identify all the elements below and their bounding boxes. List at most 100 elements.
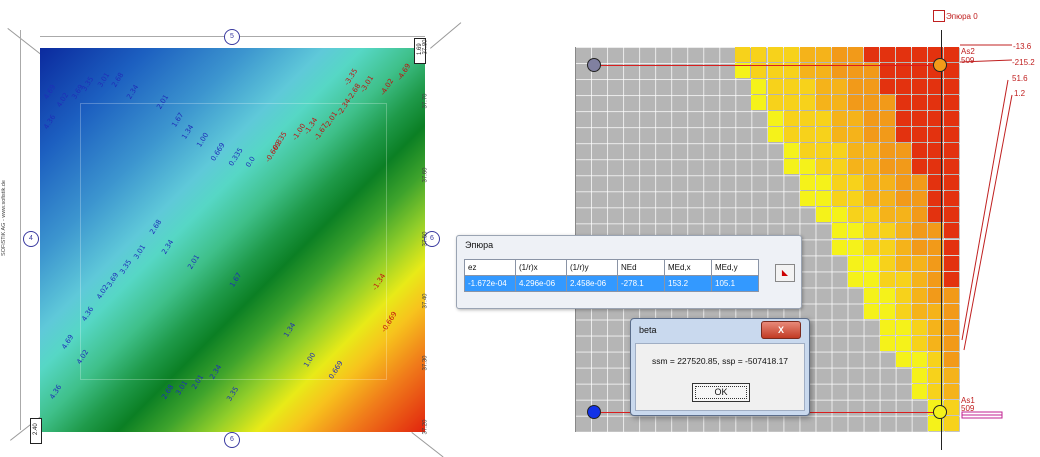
diagram-title: Эпюра 0 bbox=[946, 12, 978, 21]
axis-marker-right: 6 bbox=[424, 231, 440, 247]
stress-cell bbox=[831, 191, 847, 207]
contour-label: 4.36 bbox=[42, 113, 58, 131]
stress-cell bbox=[895, 175, 911, 191]
stress-cell bbox=[799, 79, 815, 95]
stress-cell bbox=[863, 271, 879, 287]
stress-cell bbox=[767, 47, 783, 63]
table-cell[interactable]: -278.1 bbox=[617, 275, 665, 292]
stress-cell bbox=[767, 95, 783, 111]
contour-label: 3.01 bbox=[96, 71, 112, 89]
stress-cell bbox=[815, 63, 831, 79]
close-button[interactable]: X bbox=[761, 321, 801, 339]
stress-cell bbox=[863, 47, 879, 63]
stress-cell bbox=[911, 287, 927, 303]
stress-cell bbox=[911, 207, 927, 223]
stress-cell bbox=[927, 415, 943, 431]
beta-dialog[interactable]: beta X ssm = 227520.85, ssp = -507418.17… bbox=[630, 318, 810, 416]
stress-cell bbox=[943, 63, 959, 79]
column-header[interactable]: MEd,y bbox=[711, 259, 759, 276]
stress-cell bbox=[911, 159, 927, 175]
table-row[interactable]: -1.672e-04 4.296e-06 2.458e-06 -278.1 15… bbox=[464, 275, 759, 292]
table-cell[interactable]: 153.2 bbox=[664, 275, 712, 292]
stress-cell bbox=[911, 63, 927, 79]
stress-cell bbox=[847, 271, 863, 287]
stress-cell bbox=[783, 111, 799, 127]
color-picker-button[interactable]: ◣ bbox=[775, 264, 795, 282]
stress-cell bbox=[783, 63, 799, 79]
stress-cell bbox=[831, 47, 847, 63]
stress-cell bbox=[895, 111, 911, 127]
table-cell[interactable]: 105.1 bbox=[711, 275, 759, 292]
stress-cell bbox=[815, 143, 831, 159]
stress-cell bbox=[879, 63, 895, 79]
contour-label: 2.34 bbox=[125, 83, 141, 101]
axis-marker-bottom: 6 bbox=[224, 432, 240, 448]
stress-cell bbox=[911, 319, 927, 335]
stress-value: 51.6 bbox=[1012, 74, 1028, 83]
stress-cell bbox=[943, 319, 959, 335]
axis-tick-label: 37.50 bbox=[422, 231, 429, 247]
stress-cell bbox=[847, 255, 863, 271]
stress-cell bbox=[863, 207, 879, 223]
stress-cell bbox=[847, 159, 863, 175]
stress-cell bbox=[863, 111, 879, 127]
stress-cell bbox=[927, 79, 943, 95]
stress-cell bbox=[783, 95, 799, 111]
stress-value: 1.2 bbox=[1014, 89, 1026, 98]
ok-button[interactable]: OK bbox=[692, 383, 750, 402]
stress-cell bbox=[831, 143, 847, 159]
stress-cell bbox=[847, 175, 863, 191]
table-cell[interactable]: 4.296e-06 bbox=[515, 275, 567, 292]
stress-cell bbox=[879, 191, 895, 207]
stress-cell bbox=[895, 287, 911, 303]
stress-cell bbox=[783, 159, 799, 175]
stress-cell bbox=[943, 399, 959, 415]
stress-cell bbox=[847, 63, 863, 79]
stress-cell bbox=[863, 191, 879, 207]
stress-cell bbox=[847, 95, 863, 111]
dialog-body: ssm = 227520.85, ssp = -507418.17 OK bbox=[635, 343, 805, 411]
column-header[interactable]: (1/r)y bbox=[566, 259, 618, 276]
contour-label: -3.01 bbox=[358, 74, 376, 94]
dialog-message: ssm = 227520.85, ssp = -507418.17 bbox=[651, 356, 789, 366]
rebar-bottom-right bbox=[933, 405, 947, 419]
stress-block-cells bbox=[575, 47, 960, 432]
stress-cell bbox=[927, 111, 943, 127]
stress-cell bbox=[879, 111, 895, 127]
stress-cell bbox=[911, 239, 927, 255]
epura-window[interactable]: Эпюра ez (1/r)x (1/r)y NEd MEd,x MEd,y -… bbox=[456, 235, 802, 309]
stress-cell bbox=[863, 287, 879, 303]
stress-cell bbox=[943, 47, 959, 63]
table-cell[interactable]: -1.672e-04 bbox=[464, 275, 516, 292]
stress-cell bbox=[943, 303, 959, 319]
stress-cell bbox=[831, 159, 847, 175]
stress-cell bbox=[799, 47, 815, 63]
stress-cell bbox=[911, 271, 927, 287]
column-header[interactable]: MEd,x bbox=[664, 259, 712, 276]
stress-cell bbox=[783, 127, 799, 143]
stress-cell bbox=[751, 79, 767, 95]
stress-cell bbox=[895, 143, 911, 159]
window-title: Эпюра bbox=[465, 240, 494, 250]
stress-cell bbox=[943, 175, 959, 191]
corner-value-box: 2.40 bbox=[30, 418, 42, 444]
top-reinforcement-line bbox=[594, 65, 944, 66]
stress-cell bbox=[943, 271, 959, 287]
stress-cell bbox=[879, 223, 895, 239]
axis-tick-label: 37.60 bbox=[422, 167, 429, 183]
table-cell[interactable]: 2.458e-06 bbox=[566, 275, 618, 292]
stress-cell bbox=[927, 335, 943, 351]
axis-marker-top: 5 bbox=[224, 29, 240, 45]
stress-cell bbox=[911, 351, 927, 367]
stress-cell bbox=[911, 175, 927, 191]
column-header[interactable]: (1/r)x bbox=[515, 259, 567, 276]
stress-cell bbox=[799, 175, 815, 191]
contour-label: -4.02 bbox=[378, 77, 396, 97]
stress-cell bbox=[911, 255, 927, 271]
stress-contour-panel: 4.69 4.36 4.02 3.69 3.35 3.01 2.68 2.34 … bbox=[0, 0, 462, 457]
stress-cell bbox=[911, 303, 927, 319]
stress-cell bbox=[911, 111, 927, 127]
column-header[interactable]: NEd bbox=[617, 259, 665, 276]
stress-cell bbox=[911, 335, 927, 351]
column-header[interactable]: ez bbox=[464, 259, 516, 276]
